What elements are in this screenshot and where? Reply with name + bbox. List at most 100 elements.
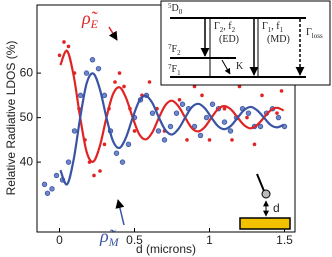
data-point (65, 159, 72, 165)
inset-label-part: 0 (179, 8, 183, 16)
probe-tip (256, 173, 265, 192)
inset-label: Γloss (306, 27, 323, 39)
relaxation-arrow (221, 59, 231, 75)
substrate (239, 217, 291, 230)
inset-label: (MD) (267, 34, 290, 45)
y-tick-label: 50 (20, 110, 34, 124)
data-point (260, 93, 264, 98)
data-point (155, 128, 162, 134)
data-point (245, 115, 249, 120)
data-point (179, 101, 186, 107)
data-point (237, 84, 242, 89)
data-point (89, 57, 96, 63)
inset-label: 7F1 (168, 63, 181, 77)
inset-label: Γ2, f2 (214, 21, 236, 33)
data-point (122, 84, 126, 89)
data-point (209, 101, 216, 107)
data-line (59, 72, 285, 186)
data-point (117, 71, 122, 75)
y-tick-label: 60 (20, 65, 34, 79)
inset-label-part: 7 (168, 63, 172, 71)
annotation: ρ̃M (99, 226, 120, 249)
inset-label-part: 1 (177, 69, 181, 77)
data-point (95, 65, 102, 72)
data-point (279, 89, 284, 93)
inset-label-part: (MD) (267, 34, 290, 45)
inset-label-part: Γ (306, 27, 312, 38)
data-point (113, 150, 120, 156)
data-point (147, 80, 152, 84)
data-point (245, 110, 252, 116)
data-point (132, 129, 137, 133)
annotation-arrow (108, 26, 118, 41)
data-point (92, 173, 96, 178)
data-point (161, 137, 168, 143)
y-tick-label: 40 (20, 154, 34, 168)
data-point (66, 44, 71, 49)
inset-label-part: 5 (168, 2, 172, 10)
data-point (257, 123, 264, 130)
data-point (149, 110, 156, 116)
annotation-subscript: M (108, 235, 120, 249)
inset-label: (ED) (219, 34, 239, 45)
inset-label-part: 2 (232, 26, 236, 34)
x-tick-label: 0.5 (126, 233, 143, 247)
data-point (192, 84, 197, 89)
data-point (275, 114, 282, 121)
inset-label: K (236, 61, 244, 72)
inset-label-part: K (236, 61, 244, 72)
annotation: ρ̃E (81, 8, 99, 31)
data-point (41, 181, 48, 188)
data-point (44, 190, 51, 196)
x-tick-label: 0 (56, 233, 63, 247)
inset-label-part: 2 (220, 26, 224, 34)
data-point (167, 123, 174, 130)
data-point (185, 138, 189, 142)
data-point (207, 138, 212, 142)
x-axis-label: d (microns) (136, 242, 196, 256)
data-point (125, 141, 132, 148)
data-point (57, 53, 62, 58)
inset-label: 7F2 (168, 43, 181, 57)
data-point (203, 114, 210, 121)
data-point (200, 93, 204, 98)
inset-label-part: D (172, 3, 179, 14)
data-point (221, 119, 228, 125)
x-tick-label: 1.5 (276, 233, 293, 247)
annotation-arrow (115, 199, 125, 226)
plot-area (36, 4, 296, 233)
data-point (177, 98, 182, 102)
data-point (98, 169, 102, 173)
x-tick-label: 1 (206, 233, 213, 247)
inset-label: Γ1, f1 (262, 21, 284, 33)
data-point (62, 40, 66, 44)
inset-label-part: 1 (268, 26, 272, 34)
data-point (49, 186, 55, 192)
data-point (275, 111, 279, 115)
data-line (59, 49, 285, 163)
inset-label-part: 2 (177, 49, 181, 57)
data-point (71, 128, 78, 134)
inset-label-part: Γ (262, 21, 268, 32)
data-point (197, 132, 204, 139)
particle (261, 189, 271, 199)
inset-label-part: Γ (214, 21, 220, 32)
data-point (113, 80, 117, 84)
data-point (227, 128, 234, 134)
data-point (191, 123, 198, 130)
data-point (222, 106, 227, 111)
data-point (77, 92, 84, 99)
data-point (119, 159, 126, 165)
data-point (230, 138, 234, 142)
inset-label-part: , f (271, 21, 280, 32)
annotation-subscript: E (90, 17, 99, 31)
data-point (102, 142, 107, 147)
data-point (53, 172, 60, 179)
inset-label-part: 1 (280, 26, 284, 34)
data-point (252, 142, 257, 147)
data-point (173, 110, 180, 116)
inset-label: 5D0 (168, 2, 183, 16)
